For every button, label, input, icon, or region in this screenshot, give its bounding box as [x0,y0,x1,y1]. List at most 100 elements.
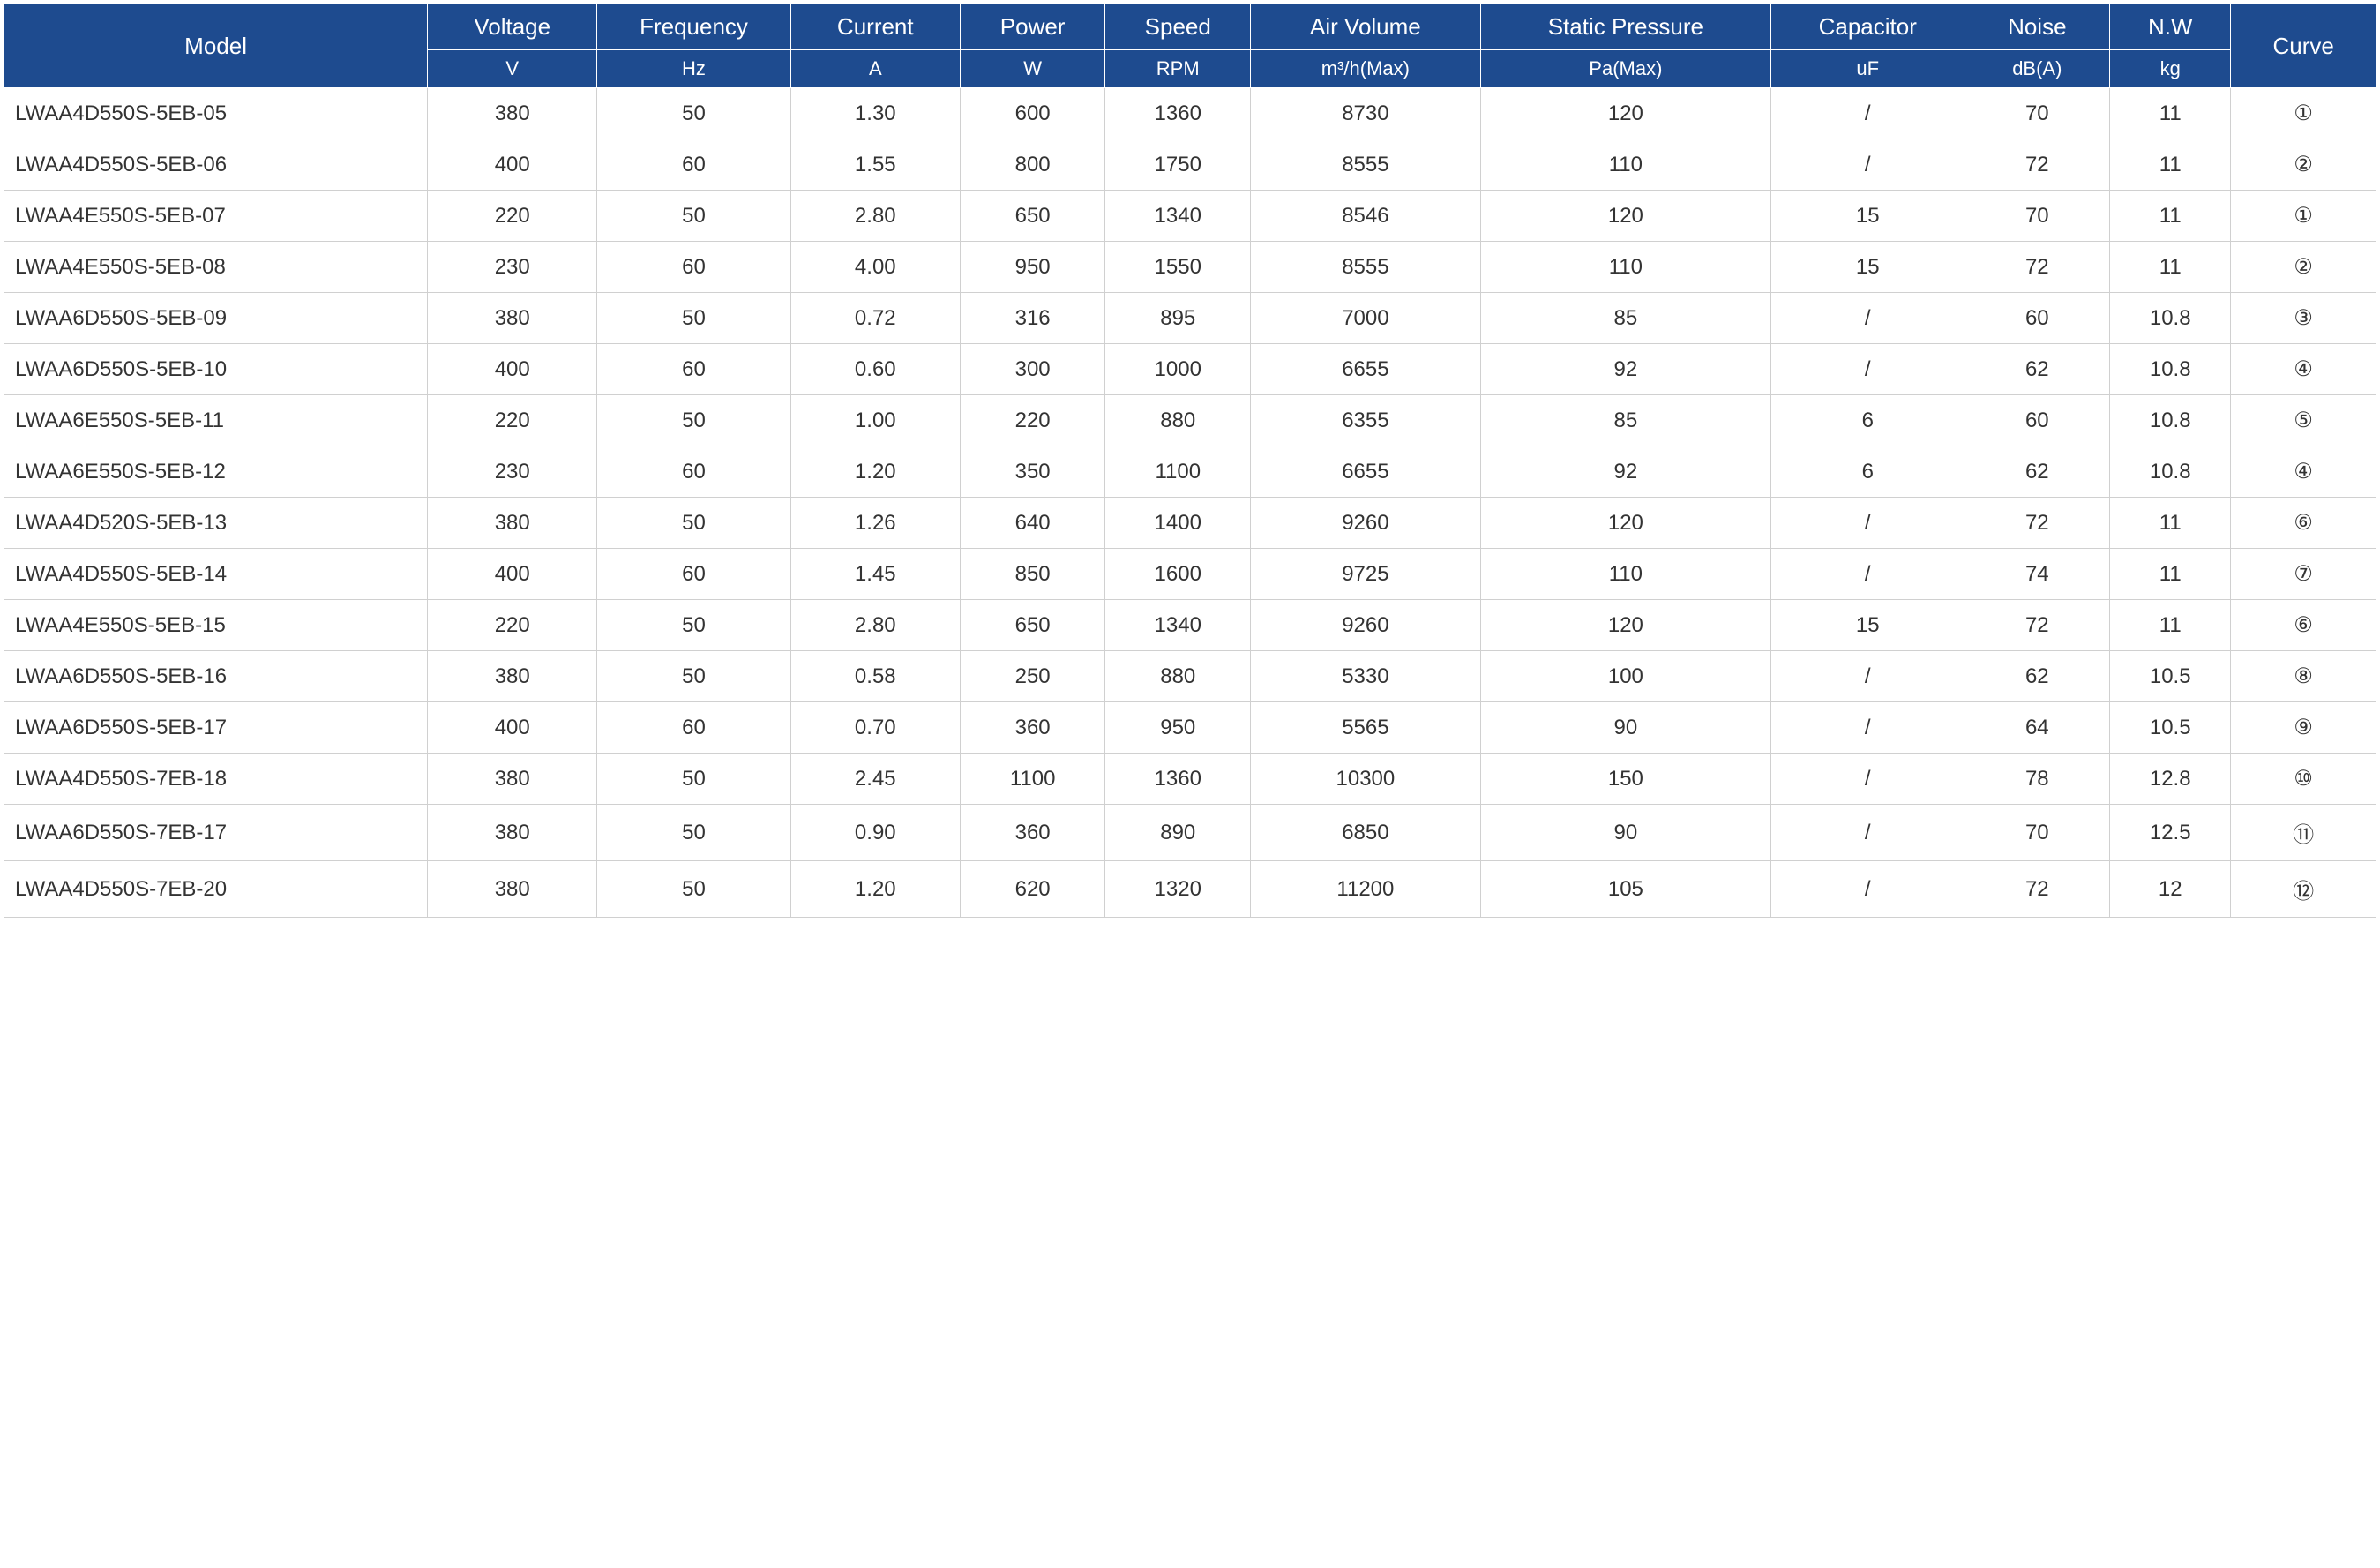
table-cell: / [1771,344,1965,395]
table-cell: 0.72 [790,293,960,344]
table-cell: 0.60 [790,344,960,395]
table-cell: 8546 [1251,191,1481,242]
table-cell: 90 [1480,702,1770,754]
table-cell: 600 [960,88,1105,139]
col-unit-airvolume: m³/h(Max) [1251,50,1481,88]
table-cell: 1360 [1105,88,1251,139]
table-cell: ① [2231,88,2376,139]
col-header-current: Current [790,4,960,50]
table-cell: 15 [1771,191,1965,242]
col-unit-current: A [790,50,960,88]
table-cell: ⑧ [2231,651,2376,702]
table-row: LWAA6D550S-5EB-16380500.582508805330100/… [4,651,2376,702]
table-cell: 8730 [1251,88,1481,139]
table-cell: 950 [1105,702,1251,754]
table-row: LWAA6D550S-5EB-10400600.603001000665592/… [4,344,2376,395]
table-cell: 72 [1965,242,2110,293]
table-cell: 60 [597,344,791,395]
table-cell: 1.55 [790,139,960,191]
table-cell: 10.8 [2110,395,2231,446]
table-row: LWAA6D550S-5EB-09380500.72316895700085/6… [4,293,2376,344]
table-cell: ⑨ [2231,702,2376,754]
table-cell: 10.8 [2110,446,2231,498]
table-cell: 50 [597,293,791,344]
table-cell: 1750 [1105,139,1251,191]
table-cell: 380 [428,293,597,344]
table-cell: 400 [428,549,597,600]
table-cell: 62 [1965,344,2110,395]
table-cell: 380 [428,498,597,549]
table-cell: ② [2231,139,2376,191]
table-cell: 10.8 [2110,344,2231,395]
table-cell: 0.70 [790,702,960,754]
table-cell: 2.80 [790,191,960,242]
table-cell: 105 [1480,861,1770,918]
table-cell: 120 [1480,88,1770,139]
table-cell: ⑥ [2231,498,2376,549]
col-header-capacitor: Capacitor [1771,4,1965,50]
col-unit-power: W [960,50,1105,88]
table-cell: LWAA6D550S-7EB-17 [4,805,428,861]
table-cell: 60 [597,549,791,600]
table-cell: 11 [2110,191,2231,242]
table-cell: 50 [597,754,791,805]
table-cell: 380 [428,805,597,861]
table-cell: 9725 [1251,549,1481,600]
table-cell: 120 [1480,191,1770,242]
table-cell: / [1771,549,1965,600]
table-cell: / [1771,88,1965,139]
table-cell: 7000 [1251,293,1481,344]
table-cell: 11 [2110,88,2231,139]
table-cell: 10.5 [2110,702,2231,754]
table-cell: 1.00 [790,395,960,446]
table-cell: LWAA6E550S-5EB-12 [4,446,428,498]
table-row: LWAA4E550S-5EB-07220502.8065013408546120… [4,191,2376,242]
table-cell: LWAA6D550S-5EB-09 [4,293,428,344]
table-cell: LWAA6D550S-5EB-16 [4,651,428,702]
table-cell: 110 [1480,242,1770,293]
table-cell: 6 [1771,395,1965,446]
table-cell: 150 [1480,754,1770,805]
table-cell: 230 [428,242,597,293]
table-cell: 6355 [1251,395,1481,446]
table-cell: 100 [1480,651,1770,702]
table-cell: LWAA6E550S-5EB-11 [4,395,428,446]
table-cell: 11 [2110,242,2231,293]
table-cell: 9260 [1251,600,1481,651]
table-row: LWAA4D550S-5EB-05380501.3060013608730120… [4,88,2376,139]
table-cell: / [1771,702,1965,754]
table-cell: 70 [1965,88,2110,139]
table-cell: 620 [960,861,1105,918]
table-cell: ④ [2231,344,2376,395]
table-cell: 950 [960,242,1105,293]
table-cell: ① [2231,191,2376,242]
table-cell: 9260 [1251,498,1481,549]
table-cell: 12 [2110,861,2231,918]
table-cell: 64 [1965,702,2110,754]
table-cell: 4.00 [790,242,960,293]
table-cell: 850 [960,549,1105,600]
table-cell: LWAA4D550S-7EB-20 [4,861,428,918]
table-cell: 300 [960,344,1105,395]
table-row: LWAA4D550S-7EB-18380502.4511001360103001… [4,754,2376,805]
table-cell: / [1771,139,1965,191]
table-cell: 11 [2110,549,2231,600]
table-cell: 50 [597,651,791,702]
table-cell: 360 [960,805,1105,861]
table-cell: 890 [1105,805,1251,861]
table-cell: 6850 [1251,805,1481,861]
col-header-model: Model [4,4,428,88]
table-cell: 72 [1965,600,2110,651]
table-cell: 5565 [1251,702,1481,754]
table-cell: 50 [597,805,791,861]
col-unit-staticpressure: Pa(Max) [1480,50,1770,88]
table-cell: 1550 [1105,242,1251,293]
table-cell: 880 [1105,651,1251,702]
table-cell: 380 [428,754,597,805]
col-header-noise: Noise [1965,4,2110,50]
table-cell: ⑩ [2231,754,2376,805]
col-unit-capacitor: uF [1771,50,1965,88]
table-cell: 1100 [1105,446,1251,498]
table-cell: ⑪ [2231,805,2376,861]
table-cell: 50 [597,191,791,242]
